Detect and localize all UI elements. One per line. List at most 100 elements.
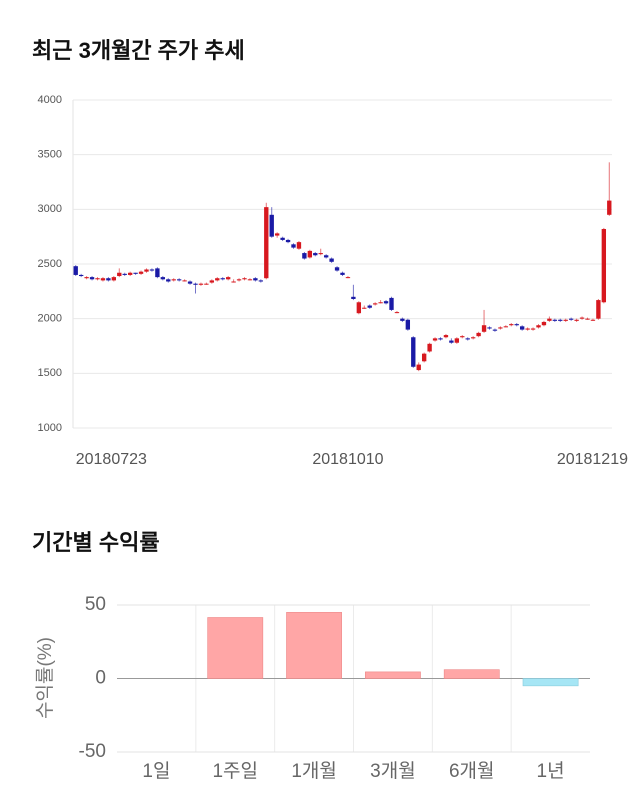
candle-body xyxy=(574,319,579,321)
candle-body xyxy=(372,303,378,305)
bar xyxy=(286,612,342,679)
y-tick-label: 2500 xyxy=(38,258,62,270)
x-tick-label: 20181010 xyxy=(312,451,383,468)
candle-body xyxy=(318,253,323,255)
y-tick-label: 0 xyxy=(95,668,106,689)
chart-title: 기간별 수익률 xyxy=(32,530,160,555)
candle-body xyxy=(492,329,498,331)
candle-body xyxy=(296,242,302,249)
x-tick-label: 1년 xyxy=(537,760,565,782)
candle-body xyxy=(285,239,291,243)
candle-body xyxy=(568,318,574,320)
x-tick-label: 1주일 xyxy=(212,760,258,782)
candle-body xyxy=(247,279,253,281)
candle-body xyxy=(470,337,476,339)
candle-body xyxy=(383,301,389,304)
candle-body xyxy=(487,327,492,329)
y-axis-label: 수익률(%) xyxy=(34,637,56,719)
candle-body xyxy=(525,328,530,330)
candle-body xyxy=(351,296,356,299)
candle-body xyxy=(509,324,514,326)
chart-title: 최근 3개월간 주가 추세 xyxy=(32,38,245,63)
candle-body xyxy=(536,325,541,328)
candle-body xyxy=(530,328,536,330)
candle-body xyxy=(596,300,601,319)
candle-body xyxy=(585,318,590,320)
candle-body xyxy=(122,273,127,275)
candle-body xyxy=(356,302,362,314)
candle-body xyxy=(171,279,176,281)
candle-body xyxy=(215,278,220,281)
y-tick-label: -50 xyxy=(79,741,106,762)
candle-body xyxy=(155,268,160,278)
candle-body xyxy=(340,272,345,275)
candle-body xyxy=(117,272,122,277)
candle-body xyxy=(394,312,400,314)
candle-body xyxy=(274,233,280,236)
candle-body xyxy=(302,253,307,259)
candle-body xyxy=(149,269,155,271)
candle-body xyxy=(193,283,198,285)
candle-body xyxy=(421,353,427,362)
candle-body xyxy=(127,272,133,275)
bar xyxy=(522,678,579,687)
candle-body xyxy=(291,244,296,248)
bar xyxy=(207,617,264,679)
candle-body xyxy=(552,319,558,321)
y-tick-label: 1500 xyxy=(38,367,62,379)
candle-body xyxy=(362,307,367,309)
y-tick-label: 50 xyxy=(85,594,106,615)
x-tick-label: 6개월 xyxy=(449,760,495,782)
candle-body xyxy=(405,319,411,330)
candle-body xyxy=(519,326,525,330)
candle-body xyxy=(590,319,596,321)
candle-body xyxy=(138,271,144,274)
candle-body xyxy=(449,340,454,343)
candle-body xyxy=(607,200,612,215)
candle-body xyxy=(225,277,231,280)
candle-body xyxy=(182,280,187,282)
candle-body xyxy=(460,336,465,338)
x-tick-label: 20181219 xyxy=(557,451,628,468)
x-tick-label: 1일 xyxy=(142,760,170,782)
candle-body xyxy=(253,278,258,281)
y-tick-label: 2000 xyxy=(38,313,62,325)
candle-body xyxy=(95,278,100,280)
candle-body xyxy=(416,364,421,371)
bar xyxy=(365,671,421,679)
candle-body xyxy=(400,318,405,321)
x-tick-label: 1개월 xyxy=(291,760,337,782)
candle-body xyxy=(198,283,204,285)
candle-body xyxy=(503,326,509,328)
candle-body xyxy=(514,324,519,326)
candle-body xyxy=(563,319,568,321)
x-tick-label: 3개월 xyxy=(370,760,416,782)
candle-body xyxy=(367,305,372,308)
candle-body xyxy=(209,280,215,283)
candle-body xyxy=(187,281,193,284)
y-tick-label: 3000 xyxy=(38,203,62,215)
candle-body xyxy=(133,272,138,274)
candle-body xyxy=(334,267,340,271)
candle-body xyxy=(438,338,443,340)
candle-body xyxy=(78,274,84,277)
candle-body xyxy=(111,277,117,281)
candle-body xyxy=(160,277,166,280)
y-tick-label: 4000 xyxy=(38,94,62,106)
candle-body xyxy=(323,255,329,258)
candle-body xyxy=(106,278,111,281)
candle-body xyxy=(236,279,242,281)
candle-body xyxy=(242,278,247,280)
candle-body xyxy=(558,319,563,321)
candle-body xyxy=(100,278,106,281)
candle-body xyxy=(389,297,394,310)
candle-body xyxy=(329,258,334,262)
candle-body xyxy=(264,207,269,279)
candle-body xyxy=(547,318,552,321)
bar xyxy=(443,669,500,679)
candle-body xyxy=(454,338,460,343)
candle-body xyxy=(411,337,416,367)
candle-body xyxy=(307,250,313,258)
candle-body xyxy=(166,279,171,282)
